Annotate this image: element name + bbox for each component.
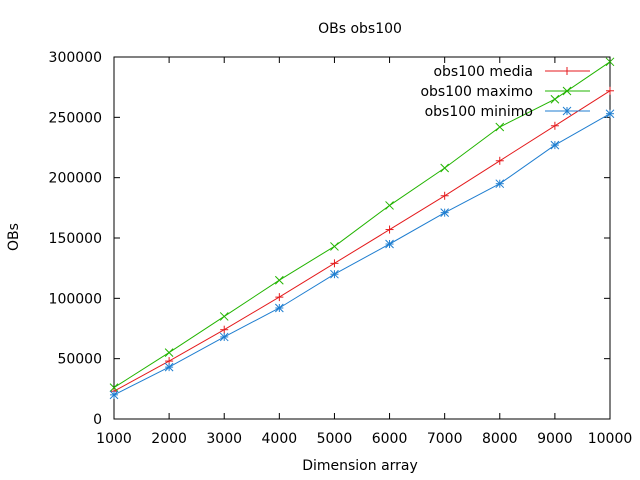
chart-title: OBs obs100	[318, 21, 402, 37]
marker-stroke	[274, 275, 284, 285]
marker-stroke	[274, 303, 284, 313]
marker-stroke	[495, 179, 505, 189]
marker-stroke	[440, 208, 450, 218]
data-point	[274, 275, 284, 285]
series-line	[113, 61, 611, 389]
marker-stroke	[562, 106, 572, 116]
marker-stroke	[109, 383, 119, 392]
marker-stroke	[219, 332, 229, 342]
data-point	[550, 94, 560, 104]
x-tick-label: 3000	[206, 431, 242, 447]
x-tick-label: 7000	[427, 431, 463, 447]
marker-stroke	[562, 86, 572, 96]
y-tick-label: 100000	[49, 291, 102, 307]
data-point	[385, 225, 394, 234]
marker-stroke	[219, 312, 229, 321]
y-tick-label: 300000	[49, 50, 102, 66]
data-point	[562, 86, 572, 96]
legend-label: obs100 media	[433, 64, 533, 80]
x-tick-label: 1000	[96, 431, 132, 447]
marker-stroke	[440, 163, 450, 173]
series-obs100-minimo	[109, 109, 615, 400]
series-line	[113, 90, 611, 392]
data-point	[219, 312, 229, 321]
marker-stroke	[385, 239, 394, 249]
data-point	[495, 122, 505, 132]
plot-area: 1000 2000 3000 4000 5000 6000 7000 8000 9000 1000…	[49, 50, 633, 447]
series-obs100-media	[110, 86, 614, 396]
data-point	[440, 208, 450, 218]
data-point	[550, 140, 560, 150]
data-point	[109, 383, 119, 392]
marker-stroke	[330, 242, 339, 251]
x-tick-label: 5000	[317, 431, 353, 447]
marker-stroke	[550, 140, 560, 150]
y-axis-label: OBs	[6, 223, 22, 251]
data-point	[164, 348, 174, 357]
x-axis-label: Dimension array	[302, 458, 418, 474]
data-point	[495, 179, 505, 189]
data-point	[385, 239, 394, 249]
data-point	[275, 293, 284, 302]
marker-stroke	[605, 57, 615, 67]
marker-stroke	[605, 109, 615, 119]
data-point	[164, 362, 174, 372]
marker-stroke	[164, 362, 174, 372]
x-tick-label: 6000	[372, 431, 408, 447]
data-point	[330, 259, 339, 268]
data-point	[495, 156, 504, 165]
series-line	[113, 113, 611, 396]
data-point	[109, 390, 119, 400]
data-point	[274, 303, 284, 313]
legend-label: obs100 minimo	[425, 104, 533, 120]
marker-stroke	[550, 94, 560, 104]
data-point	[440, 191, 449, 200]
x-tick-label: 4000	[262, 431, 298, 447]
y-tick-label: 0	[93, 412, 102, 428]
y-tick-label: 50000	[57, 352, 102, 368]
y-tick-label: 200000	[49, 171, 102, 187]
marker-stroke	[164, 348, 174, 357]
data-point	[219, 332, 229, 342]
plot-frame	[113, 56, 611, 420]
series-obs100-maximo	[109, 57, 615, 392]
marker-stroke	[330, 269, 339, 279]
data-point	[220, 325, 229, 334]
legend-label: obs100 maximo	[420, 84, 533, 100]
marker-stroke	[495, 122, 505, 132]
x-tick-label: 2000	[151, 431, 187, 447]
data-point	[440, 163, 450, 173]
data-point	[605, 109, 615, 119]
x-tick-label: 8000	[482, 431, 518, 447]
data-point	[605, 57, 615, 67]
x-tick-label: 9000	[537, 431, 573, 447]
data-point	[330, 242, 339, 251]
legend: obs100 media obs100 maximo obs100 minimo	[420, 64, 590, 120]
data-point	[385, 201, 394, 210]
x-tick-label: 10000	[588, 431, 633, 447]
y-tick-label: 250000	[49, 110, 102, 126]
data-point	[550, 121, 559, 130]
data-point	[563, 67, 571, 75]
data-point	[562, 106, 572, 116]
data-point	[606, 86, 614, 95]
y-tick-label: 150000	[49, 231, 102, 247]
marker-stroke	[109, 390, 119, 400]
marker-stroke	[385, 201, 394, 210]
data-point	[330, 269, 339, 279]
